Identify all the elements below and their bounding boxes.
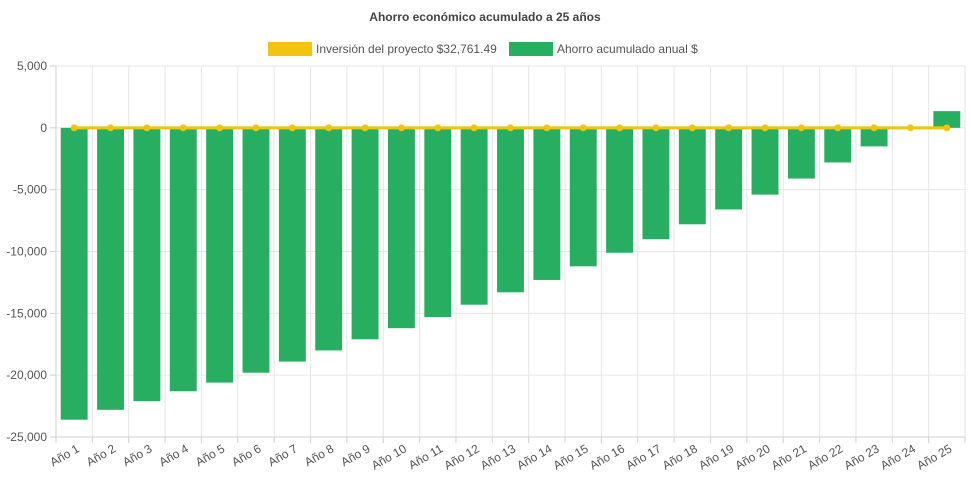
bar-savings-9[interactable]	[351, 127, 379, 340]
bar-savings-6[interactable]	[242, 127, 270, 373]
point-investment-6[interactable]	[252, 124, 260, 132]
point-investment-22[interactable]	[834, 124, 842, 132]
bar-savings-3[interactable]	[133, 127, 161, 402]
x-tick-label: Año 20	[733, 441, 773, 472]
bar-savings-25[interactable]	[933, 111, 961, 128]
x-tick-label: Año 10	[369, 441, 409, 472]
x-axis: Año 1 Año 2 Año 3 Año 4 Año 5 Año 6 Año 7 Año 8…	[48, 436, 966, 473]
point-investment-14[interactable]	[543, 124, 551, 132]
legend-swatch-investment	[268, 42, 312, 56]
bar-savings-13[interactable]	[497, 127, 524, 293]
bar-savings-22[interactable]	[824, 127, 852, 163]
point-investment-1[interactable]	[70, 124, 78, 132]
y-tick-label: -10,000	[6, 245, 47, 259]
x-tick-label: Año 22	[805, 441, 845, 472]
point-investment-12[interactable]	[470, 124, 478, 132]
point-investment-13[interactable]	[507, 124, 514, 132]
legend-item-investment[interactable]: Inversión del proyecto $32,761.49	[268, 42, 497, 56]
bar-savings-10[interactable]	[387, 127, 415, 329]
legend-item-savings[interactable]: Ahorro acumulado anual $	[509, 42, 698, 56]
point-investment-9[interactable]	[361, 124, 369, 132]
bar-savings-17[interactable]	[642, 127, 670, 240]
x-tick-label: Año 1	[48, 441, 82, 469]
point-investment-3[interactable]	[143, 124, 151, 132]
bar-savings-4[interactable]	[169, 127, 197, 392]
x-tick-label: Año 14	[514, 441, 554, 472]
x-tick-label: Año 17	[623, 441, 663, 472]
bar-series-savings	[60, 111, 961, 420]
legend-label-investment: Inversión del proyecto $32,761.49	[316, 42, 497, 56]
x-tick-label: Año 2	[84, 441, 118, 469]
bar-savings-5[interactable]	[206, 127, 234, 383]
x-tick-label: Año 24	[878, 441, 918, 472]
bar-savings-21[interactable]	[787, 127, 815, 179]
point-investment-10[interactable]	[397, 124, 405, 132]
legend: Inversión del proyecto $32,761.49 Ahorro…	[268, 42, 698, 56]
bar-savings-19[interactable]	[715, 127, 743, 210]
y-tick-label: -20,000	[6, 368, 47, 382]
bar-savings-2[interactable]	[97, 127, 124, 410]
x-tick-label: Año 18	[660, 441, 700, 472]
legend-swatch-savings	[509, 42, 553, 56]
x-tick-label: Año 4	[157, 441, 191, 469]
point-investment-25[interactable]	[943, 124, 951, 132]
x-tick-label: Año 25	[914, 441, 954, 472]
bar-savings-16[interactable]	[606, 127, 634, 253]
bar-savings-14[interactable]	[533, 127, 561, 280]
bar-savings-8[interactable]	[315, 127, 343, 351]
bar-savings-18[interactable]	[678, 127, 706, 225]
x-tick-label: Año 15	[551, 441, 591, 472]
point-investment-11[interactable]	[434, 124, 442, 132]
point-investment-24[interactable]	[906, 124, 914, 132]
bar-savings-15[interactable]	[569, 127, 597, 267]
point-investment-15[interactable]	[579, 124, 587, 132]
bar-savings-23[interactable]	[860, 127, 888, 147]
point-investment-23[interactable]	[870, 124, 878, 132]
point-investment-16[interactable]	[616, 124, 624, 132]
x-tick-label: Año 19	[696, 441, 736, 472]
line-series-investment	[70, 124, 951, 132]
legend-label-savings: Ahorro acumulado anual $	[557, 42, 698, 56]
y-tick-label: 5,000	[17, 59, 47, 73]
point-investment-7[interactable]	[288, 124, 296, 132]
point-investment-19[interactable]	[725, 124, 733, 132]
x-tick-label: Año 6	[229, 441, 263, 469]
x-tick-label: Año 8	[302, 441, 336, 469]
point-investment-2[interactable]	[107, 124, 115, 132]
point-investment-20[interactable]	[761, 124, 769, 132]
point-investment-17[interactable]	[652, 124, 660, 132]
bar-savings-20[interactable]	[751, 127, 779, 195]
x-tick-label: Año 9	[338, 441, 372, 469]
x-tick-label: Año 11	[406, 441, 445, 472]
y-axis: 5,000 0 -5,000 -10,000 -15,000 -20,000 -25,000	[6, 59, 57, 444]
point-investment-8[interactable]	[325, 124, 333, 132]
x-tick-label: Año 12	[442, 441, 482, 472]
x-tick-label: Año 16	[587, 441, 627, 472]
y-tick-label: -5,000	[13, 183, 47, 197]
bar-savings-11[interactable]	[424, 127, 452, 318]
x-tick-label: Año 13	[478, 441, 518, 472]
bar-savings-1[interactable]	[60, 127, 88, 420]
x-tick-label: Año 3	[120, 441, 154, 469]
x-tick-label: Año 23	[842, 441, 882, 472]
point-investment-21[interactable]	[797, 124, 805, 132]
x-tick-label: Año 21	[769, 441, 809, 472]
y-tick-label: 0	[40, 121, 47, 135]
bar-savings-12[interactable]	[460, 127, 488, 305]
x-tick-label: Año 5	[193, 441, 227, 469]
point-investment-18[interactable]	[688, 124, 696, 132]
bar-savings-7[interactable]	[278, 127, 306, 362]
y-tick-label: -25,000	[6, 430, 47, 444]
x-tick-label: Año 7	[266, 441, 300, 469]
point-investment-4[interactable]	[179, 124, 187, 132]
y-tick-label: -15,000	[6, 306, 47, 320]
point-investment-5[interactable]	[216, 124, 224, 132]
chart-title: Ahorro económico acumulado a 25 años	[369, 10, 601, 24]
